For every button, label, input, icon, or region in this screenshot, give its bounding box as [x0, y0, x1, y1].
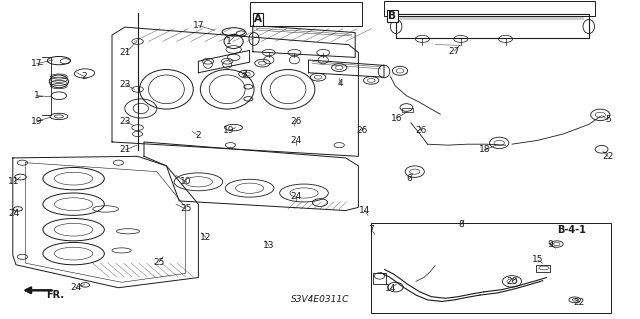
Text: 2: 2: [196, 131, 201, 140]
Text: A: A: [254, 14, 262, 24]
Text: 10: 10: [180, 177, 191, 186]
Bar: [384, 1, 595, 16]
Text: 21: 21: [120, 48, 131, 57]
Text: 24: 24: [290, 192, 301, 201]
Text: 2: 2: [82, 72, 87, 81]
Text: 5: 5: [605, 115, 611, 124]
Text: S3V4E0311C: S3V4E0311C: [291, 295, 349, 304]
Text: 1: 1: [34, 91, 39, 100]
Text: 24: 24: [70, 283, 81, 292]
Text: 13: 13: [263, 241, 275, 250]
Text: 12: 12: [200, 233, 212, 242]
Bar: [250, 2, 362, 26]
Text: 24: 24: [290, 137, 301, 145]
Text: 27: 27: [449, 47, 460, 56]
Text: 25: 25: [153, 258, 164, 267]
Text: 23: 23: [120, 117, 131, 126]
Text: 24: 24: [8, 209, 20, 218]
Text: 25: 25: [180, 204, 191, 213]
Bar: [402, 108, 413, 112]
Text: 17: 17: [31, 59, 42, 68]
Text: 9: 9: [548, 240, 553, 249]
Text: 21: 21: [120, 145, 131, 154]
Text: 23: 23: [120, 80, 131, 89]
Text: 16: 16: [391, 114, 403, 122]
Text: 11: 11: [8, 177, 20, 186]
Text: 3: 3: [242, 70, 247, 79]
Text: 26: 26: [356, 126, 367, 135]
Text: 17: 17: [193, 21, 204, 30]
Bar: [536, 265, 550, 272]
Text: 7: 7: [369, 225, 374, 234]
Text: 26: 26: [290, 117, 301, 126]
Text: 15: 15: [532, 256, 543, 264]
Text: 4: 4: [338, 79, 343, 88]
Text: 1: 1: [227, 37, 232, 46]
Text: 26: 26: [415, 126, 427, 135]
Text: 19: 19: [31, 117, 42, 126]
Text: B-4-1: B-4-1: [557, 225, 586, 235]
Text: FR.: FR.: [46, 290, 64, 300]
Text: 22: 22: [602, 152, 614, 161]
Text: 22: 22: [573, 298, 585, 307]
Text: 8: 8: [458, 220, 463, 229]
Text: B: B: [388, 11, 397, 21]
Text: 19: 19: [223, 126, 235, 135]
Bar: [371, 223, 611, 313]
Text: 20: 20: [506, 277, 518, 286]
Text: 14: 14: [385, 284, 396, 293]
Text: 6: 6: [407, 174, 412, 183]
Bar: [373, 273, 386, 284]
Text: 14: 14: [359, 206, 371, 215]
Text: 18: 18: [479, 145, 491, 154]
